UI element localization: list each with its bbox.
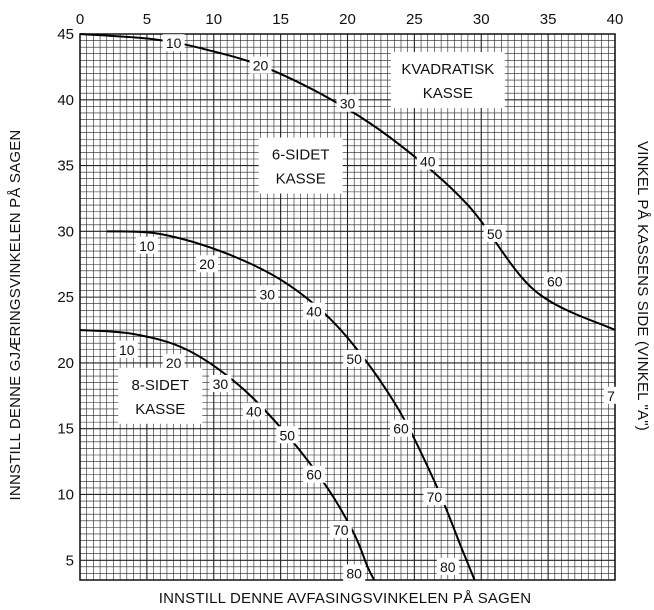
box-label-text: KASSE <box>135 401 185 418</box>
curve-point-label: 70 <box>333 522 349 538</box>
y-tick-label: 40 <box>57 92 74 109</box>
curve-point-label: 40 <box>420 154 436 170</box>
curve-label-bg <box>249 56 272 74</box>
curve-label-bg <box>423 488 446 506</box>
curve-point-label: 60 <box>547 273 563 289</box>
curve-point-label: 50 <box>487 226 503 242</box>
curve-point-label: 10 <box>119 342 135 358</box>
curve-label-bg <box>196 255 219 273</box>
x-tick-label: 10 <box>205 11 222 28</box>
y-tick-label: 20 <box>57 355 74 372</box>
x-tick-label: 40 <box>607 11 624 28</box>
box-label-text: 8-SIDET <box>131 377 189 394</box>
curve-point-label: 30 <box>340 96 356 112</box>
curve-point-label: 50 <box>280 427 296 443</box>
curve-label-bg <box>543 272 566 290</box>
curve-label-bg <box>276 426 299 444</box>
curve-point-label: 30 <box>213 376 229 392</box>
curve-label-bg <box>162 34 185 52</box>
curve-label-bg <box>135 236 158 254</box>
y-tick-label: 10 <box>57 486 74 503</box>
curve-point-label: 10 <box>166 35 182 51</box>
curve-label-bg <box>343 564 366 582</box>
x-axis-title: INNSTILL DENNE AVFASINGSVINKELEN PÅ SAGE… <box>159 590 531 607</box>
box-label-bg <box>390 52 505 109</box>
y-tick-label: 5 <box>66 552 74 569</box>
curve-label-bg <box>390 419 412 437</box>
y-tick-label: 15 <box>57 421 74 438</box>
curve-point-label: 50 <box>346 351 362 367</box>
x-tick-label: 35 <box>540 11 557 28</box>
box-label-bg <box>118 367 203 424</box>
curve-point-label: 30 <box>259 287 275 303</box>
curve-point-label: 60 <box>306 467 322 483</box>
y-tick-label: 45 <box>57 26 74 43</box>
curve-label-bg <box>416 152 439 170</box>
curve-point-label: 40 <box>306 304 322 320</box>
curve-label-bg <box>329 521 352 539</box>
curve-label-bg <box>256 285 279 303</box>
curve-point-label: 40 <box>246 404 262 420</box>
curve-label-bg <box>336 94 359 112</box>
box-label-text: KASSE <box>423 85 473 102</box>
curve-label-bg <box>242 402 265 420</box>
x-tick-label: 30 <box>473 11 490 28</box>
curve-label-bg <box>162 353 185 371</box>
x-tick-label: 15 <box>272 11 289 28</box>
box-label-text: KASSE <box>276 171 326 188</box>
y-tick-label: 25 <box>57 289 74 306</box>
right-axis-title: VINKEL PÅ KASSENS SIDE (VINKEL "A") <box>634 141 651 431</box>
y-axis-title: INNSTILL DENNE GJÆRINGSVINKELEN PÅ SAGEN <box>7 130 24 501</box>
curve-label-bg <box>209 374 232 392</box>
y-tick-label: 30 <box>57 223 74 240</box>
curve-label-bg <box>343 349 366 367</box>
box-label-text: 6-SIDET <box>272 147 330 164</box>
y-tick-label: 35 <box>57 158 74 175</box>
curve-label-bg <box>436 557 459 575</box>
curve-point-label: 80 <box>440 559 456 575</box>
curve-point-label: 7 <box>607 388 615 404</box>
curve-label-bg <box>603 386 618 404</box>
box-labels: KVADRATISK KASSE 6-SIDET KASSE 8-SIDET KASSE <box>118 52 505 424</box>
curve-point-label: 80 <box>346 565 362 581</box>
curve-label-bg <box>303 302 326 320</box>
curve-label-bg <box>483 224 506 242</box>
x-tick-label: 5 <box>143 11 151 28</box>
curve-point-label: 60 <box>393 421 409 437</box>
grid <box>79 33 616 581</box>
curve-point-label: 20 <box>199 256 215 272</box>
curve-point-label: 10 <box>139 238 155 254</box>
x-tick-label: 20 <box>339 11 356 28</box>
box-label-bg <box>258 137 343 194</box>
curve-line <box>106 230 476 581</box>
curve-point-label: 20 <box>253 58 269 74</box>
curve-label-bg <box>303 465 326 483</box>
curve-labels: 10 20 30 40 50 60 7 10 20 30 40 50 60 70 80 10 20 30 40 50 6… <box>115 34 618 582</box>
y-axis-ticks: 5 10 15 20 25 30 35 40 45 <box>57 26 74 569</box>
curve-point-label: 20 <box>166 355 182 371</box>
x-tick-label: 25 <box>406 11 423 28</box>
box-label-text: KVADRATISK <box>401 61 494 78</box>
curve-label-bg <box>115 340 138 358</box>
curve-point-label: 70 <box>427 489 443 505</box>
x-tick-label: 0 <box>76 11 84 28</box>
x-axis-ticks: 0 5 10 15 20 25 30 35 40 <box>76 11 624 28</box>
